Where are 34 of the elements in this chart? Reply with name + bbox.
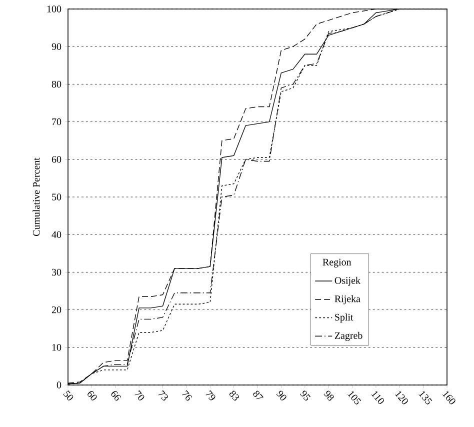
y-tick-label: 10 xyxy=(52,344,62,351)
y-tick-label: 60 xyxy=(52,156,62,163)
x-tick-label: 105 xyxy=(348,391,362,404)
x-tick-label: 79 xyxy=(206,390,216,400)
y-tick-label: 20 xyxy=(52,306,62,314)
y-tick-label: 100 xyxy=(47,6,62,12)
y-tick-label: 30 xyxy=(52,268,62,276)
x-tick-label: 95 xyxy=(300,390,311,401)
x-tick-label: 76 xyxy=(182,390,192,401)
x-tick-label: 87 xyxy=(253,390,264,400)
x-tick-label: 83 xyxy=(229,390,239,401)
legend-label: Zagreb xyxy=(334,332,362,341)
x-tick-label: 70 xyxy=(134,390,144,400)
x-tick-label: 90 xyxy=(276,390,286,400)
y-axis-title: Cumulative Percent xyxy=(32,158,40,236)
legend-label: Osijek xyxy=(334,276,360,286)
y-tick-label: 80 xyxy=(52,80,62,88)
x-tick-label: 135 xyxy=(418,391,432,404)
y-tick-label: 50 xyxy=(52,194,62,200)
x-tick-label: 73 xyxy=(158,390,168,401)
y-tick-label: 0 xyxy=(56,382,62,388)
x-tick-label: 98 xyxy=(324,390,334,401)
x-tick-label: 120 xyxy=(394,391,408,404)
y-tick-label: 40 xyxy=(52,231,62,238)
x-tick-label: 50 xyxy=(63,390,74,400)
x-tick-label: 60 xyxy=(88,391,97,400)
y-tick-label: 90 xyxy=(52,43,62,50)
legend-label: Split xyxy=(335,314,354,323)
y-tick-label: 70 xyxy=(52,118,62,126)
x-tick-label: 160 xyxy=(442,391,456,404)
legend-title: Region xyxy=(322,258,352,268)
legend-label: Rijeka xyxy=(334,295,360,304)
x-tick-label: 66 xyxy=(111,391,122,401)
x-tick-label: 110 xyxy=(371,391,384,404)
